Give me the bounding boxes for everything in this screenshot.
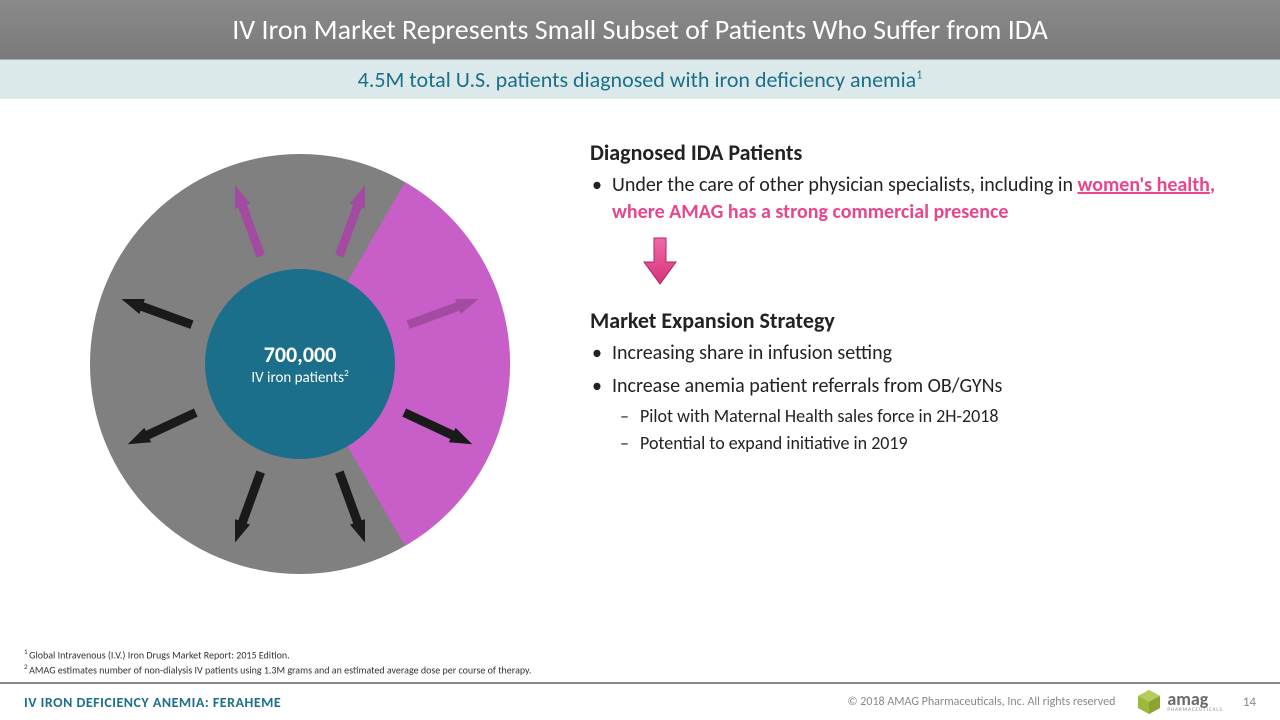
- main-content: 700,000 IV iron patients2 Diagnosed IDA …: [0, 99, 1280, 619]
- footer-left: IV IRON DEFICIENCY ANEMIA: FERAHEME: [24, 694, 281, 711]
- footnote-2: 2 AMAG estimates number of non-dialysis …: [24, 662, 531, 676]
- footer-logo: amag PHARMACEUTICALS: [1135, 688, 1222, 716]
- logo-icon: [1135, 688, 1163, 716]
- strategy-sublist: Pilot with Maternal Health sales force i…: [612, 404, 1240, 456]
- slide-subtitle: 4.5M total U.S. patients diagnosed with …: [0, 60, 1280, 99]
- down-arrow-icon: [640, 236, 680, 286]
- center-sublabel: IV iron patients2: [251, 368, 348, 387]
- page-number: 14: [1243, 695, 1256, 710]
- logo-text: amag PHARMACEUTICALS: [1167, 691, 1222, 713]
- strategy-list: Increasing share in infusion setting Inc…: [590, 340, 1240, 456]
- text-column: Diagnosed IDA Patients Under the care of…: [580, 109, 1260, 619]
- diagnosed-heading: Diagnosed IDA Patients: [590, 139, 1240, 166]
- footer: IV IRON DEFICIENCY ANEMIA: FERAHEME © 20…: [0, 682, 1280, 720]
- strategy-bullet-2: Increase anemia patient referrals from O…: [612, 373, 1240, 456]
- footer-copyright: © 2018 AMAG Pharmaceuticals, Inc. All ri…: [848, 695, 1116, 709]
- chart-center-label: 700,000 IV iron patients2: [251, 341, 348, 387]
- diagnosed-bullet: Under the care of other physician specia…: [612, 172, 1240, 226]
- strategy-heading: Market Expansion Strategy: [590, 307, 1240, 334]
- radial-chart: 700,000 IV iron patients2: [80, 144, 520, 584]
- footnotes: 1 Global Intravenous (I.V.) Iron Drugs M…: [24, 647, 531, 676]
- subtitle-sup: 1: [916, 69, 922, 83]
- strategy-sub-1: Pilot with Maternal Health sales force i…: [640, 404, 1240, 429]
- center-value: 700,000: [251, 341, 348, 368]
- footnote-1: 1 Global Intravenous (I.V.) Iron Drugs M…: [24, 647, 531, 661]
- chart-column: 700,000 IV iron patients2: [20, 109, 580, 619]
- subtitle-text: 4.5M total U.S. patients diagnosed with …: [358, 66, 917, 93]
- strategy-bullet-1: Increasing share in infusion setting: [612, 340, 1240, 367]
- diagnosed-list: Under the care of other physician specia…: [590, 172, 1240, 226]
- down-arrow: [640, 236, 1240, 291]
- slide-title: IV Iron Market Represents Small Subset o…: [0, 0, 1280, 60]
- strategy-sub-2: Potential to expand initiative in 2019: [640, 431, 1240, 456]
